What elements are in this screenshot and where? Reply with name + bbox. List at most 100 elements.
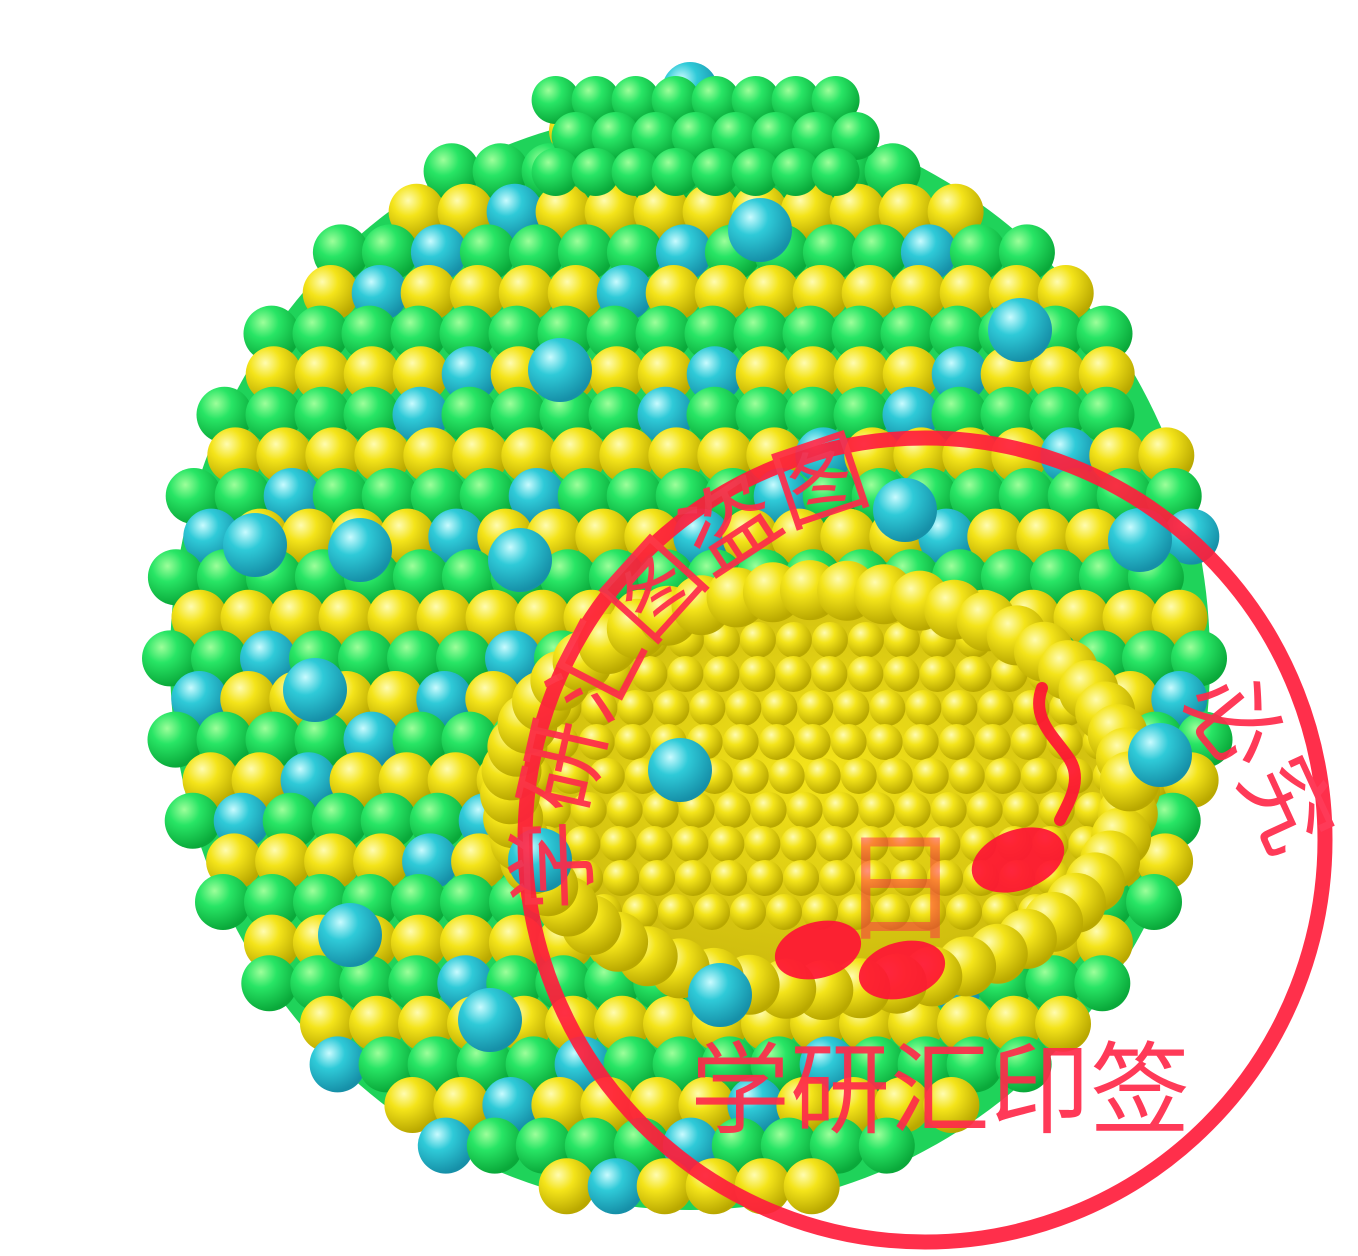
atom-green xyxy=(858,1117,915,1174)
atom-yellow xyxy=(876,758,913,794)
atom-cyan xyxy=(416,671,473,727)
atom-yellow xyxy=(977,690,1014,726)
atom-cyan xyxy=(328,518,392,582)
atom-cyan xyxy=(648,738,712,802)
atom-green xyxy=(831,112,880,160)
atom-green xyxy=(771,76,820,124)
atom-yellow xyxy=(923,1077,980,1133)
atom-yellow xyxy=(984,758,1021,794)
atom-yellow xyxy=(739,622,776,658)
atom-yellow xyxy=(955,656,992,692)
atom-green xyxy=(391,874,447,930)
atom-green xyxy=(505,1036,562,1093)
atom-green xyxy=(1076,305,1133,362)
atom-yellow xyxy=(675,860,712,896)
atom-cyan xyxy=(441,346,498,403)
atom-green xyxy=(897,1036,954,1093)
atom-cyan xyxy=(587,1158,644,1215)
atom-green xyxy=(995,1036,1052,1093)
atom-yellow xyxy=(1035,995,1091,1052)
atom-yellow xyxy=(631,656,668,692)
atom-green xyxy=(243,305,300,362)
atom-green xyxy=(539,549,596,606)
atom-yellow xyxy=(739,656,776,692)
atom-cyan xyxy=(458,988,522,1052)
atom-green xyxy=(701,1036,758,1093)
atom-yellow xyxy=(758,724,795,760)
atom-yellow xyxy=(888,826,925,862)
atom-yellow xyxy=(343,346,400,403)
atom-yellow xyxy=(1002,792,1039,828)
atom-yellow xyxy=(811,622,848,658)
atom-yellow xyxy=(390,914,447,971)
atom-yellow xyxy=(855,860,892,896)
atom-cyan xyxy=(309,1036,366,1093)
atom-green xyxy=(731,148,780,196)
atom-yellow xyxy=(703,656,740,692)
atom-yellow xyxy=(902,724,939,760)
atom-yellow xyxy=(534,792,571,828)
atom-yellow xyxy=(711,860,748,896)
atom-green xyxy=(586,305,643,362)
atom-yellow xyxy=(794,724,831,760)
atom-green xyxy=(731,76,780,124)
atom-green xyxy=(848,1036,905,1093)
atom-yellow xyxy=(658,894,694,930)
atom-green xyxy=(440,874,496,930)
atom-green xyxy=(407,1036,464,1093)
atom-yellow xyxy=(714,792,751,828)
atom-green xyxy=(651,148,700,196)
atom-yellow xyxy=(439,914,496,971)
atom-yellow xyxy=(804,758,841,794)
atom-yellow xyxy=(636,1158,693,1215)
atom-yellow xyxy=(974,724,1011,760)
atom-yellow xyxy=(689,690,726,726)
stamp-bottom-text: 学研汇印签 xyxy=(690,1032,1190,1149)
atom-yellow xyxy=(822,792,859,828)
atom-green xyxy=(392,549,449,606)
atom-yellow xyxy=(852,826,889,862)
atom-green xyxy=(652,1036,709,1093)
atom-yellow xyxy=(768,758,805,794)
atom-yellow xyxy=(761,690,798,726)
atom-yellow xyxy=(905,690,942,726)
atom-green xyxy=(195,874,251,930)
atom-green xyxy=(441,549,498,606)
atom-yellow xyxy=(1010,724,1047,760)
atom-green xyxy=(811,76,860,124)
atom-green xyxy=(439,305,496,362)
atom-yellow xyxy=(866,724,903,760)
atom-green xyxy=(980,549,1037,606)
atom-yellow xyxy=(786,792,823,828)
atom-yellow xyxy=(858,792,895,828)
atom-yellow xyxy=(694,894,730,930)
atom-green xyxy=(929,305,986,362)
atom-yellow xyxy=(874,894,910,930)
stamp-ring xyxy=(517,430,1333,1250)
atom-yellow xyxy=(912,758,949,794)
atom-yellow xyxy=(617,690,654,726)
atom-cyan xyxy=(799,1036,856,1093)
atom-yellow xyxy=(243,914,300,971)
atom-yellow xyxy=(930,792,967,828)
atom-cyan xyxy=(318,903,382,967)
atom-green xyxy=(603,1036,660,1093)
atom-green xyxy=(292,305,349,362)
atom-yellow xyxy=(747,860,784,896)
atom-yellow xyxy=(220,671,277,727)
atom-yellow xyxy=(833,690,870,726)
atom-cyan xyxy=(1151,671,1208,727)
atom-yellow xyxy=(840,758,877,794)
atom-yellow xyxy=(642,792,679,828)
atom-yellow xyxy=(833,346,890,403)
atom-yellow xyxy=(552,758,589,794)
atom-yellow xyxy=(1029,346,1086,403)
atom-yellow xyxy=(735,346,792,403)
atom-yellow xyxy=(919,656,956,692)
atom-yellow xyxy=(847,656,884,692)
atom-green xyxy=(488,305,545,362)
atom-green xyxy=(831,305,888,362)
atom-green xyxy=(241,955,298,1012)
atom-yellow xyxy=(614,724,651,760)
